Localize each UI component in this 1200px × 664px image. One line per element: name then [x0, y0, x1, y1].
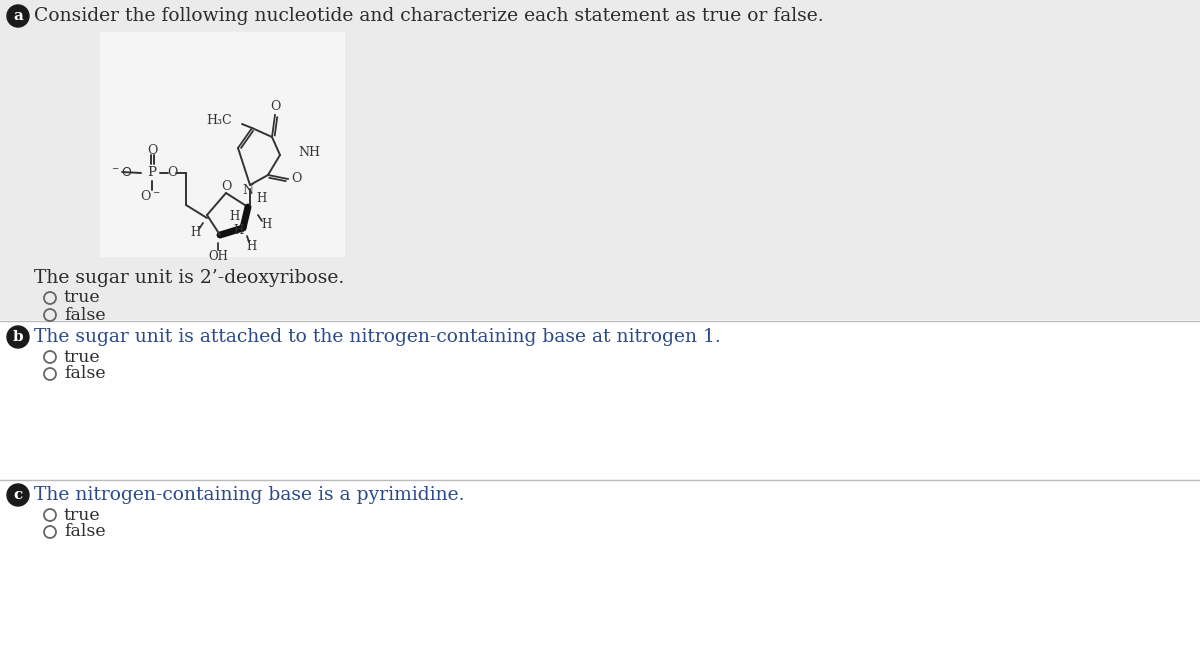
Text: P: P [148, 167, 156, 179]
Circle shape [7, 484, 29, 506]
Text: The sugar unit is 2’-deoxyribose.: The sugar unit is 2’-deoxyribose. [34, 269, 344, 287]
Text: true: true [64, 290, 101, 307]
Text: O: O [270, 100, 280, 112]
Bar [0, 323, 1200, 479]
Text: H: H [256, 193, 266, 205]
Text: false: false [64, 365, 106, 382]
Text: b: b [13, 330, 23, 344]
Text: H: H [260, 218, 271, 232]
Bar [0, 0, 1200, 320]
Text: H: H [190, 226, 200, 240]
Text: O$\mathregular{^-}$: O$\mathregular{^-}$ [139, 189, 161, 203]
Text: O: O [221, 179, 232, 193]
Text: The nitrogen-containing base is a pyrimidine.: The nitrogen-containing base is a pyrimi… [34, 486, 464, 504]
Text: OH: OH [208, 250, 228, 264]
Text: true: true [64, 349, 101, 365]
Text: O: O [290, 173, 301, 185]
Text: true: true [64, 507, 101, 523]
Circle shape [7, 5, 29, 27]
Text: O: O [146, 143, 157, 157]
Text: The sugar unit is attached to the nitrogen-containing base at nitrogen 1.: The sugar unit is attached to the nitrog… [34, 328, 721, 346]
Text: NH: NH [298, 147, 320, 159]
Text: false: false [64, 523, 106, 540]
Text: H: H [233, 224, 244, 238]
Bar [0, 482, 1200, 664]
Bar [100, 32, 346, 257]
Text: H: H [229, 210, 240, 224]
Text: Consider the following nucleotide and characterize each statement as true or fal: Consider the following nucleotide and ch… [34, 7, 823, 25]
Text: false: false [64, 307, 106, 323]
Circle shape [7, 326, 29, 348]
Text: a: a [13, 9, 23, 23]
Text: O: O [167, 167, 178, 179]
Text: $\mathregular{^-}$O: $\mathregular{^-}$O [110, 165, 132, 179]
Text: c: c [13, 488, 23, 502]
Text: H: H [246, 240, 256, 252]
Text: H₃C: H₃C [206, 114, 232, 127]
Text: N: N [242, 185, 253, 197]
